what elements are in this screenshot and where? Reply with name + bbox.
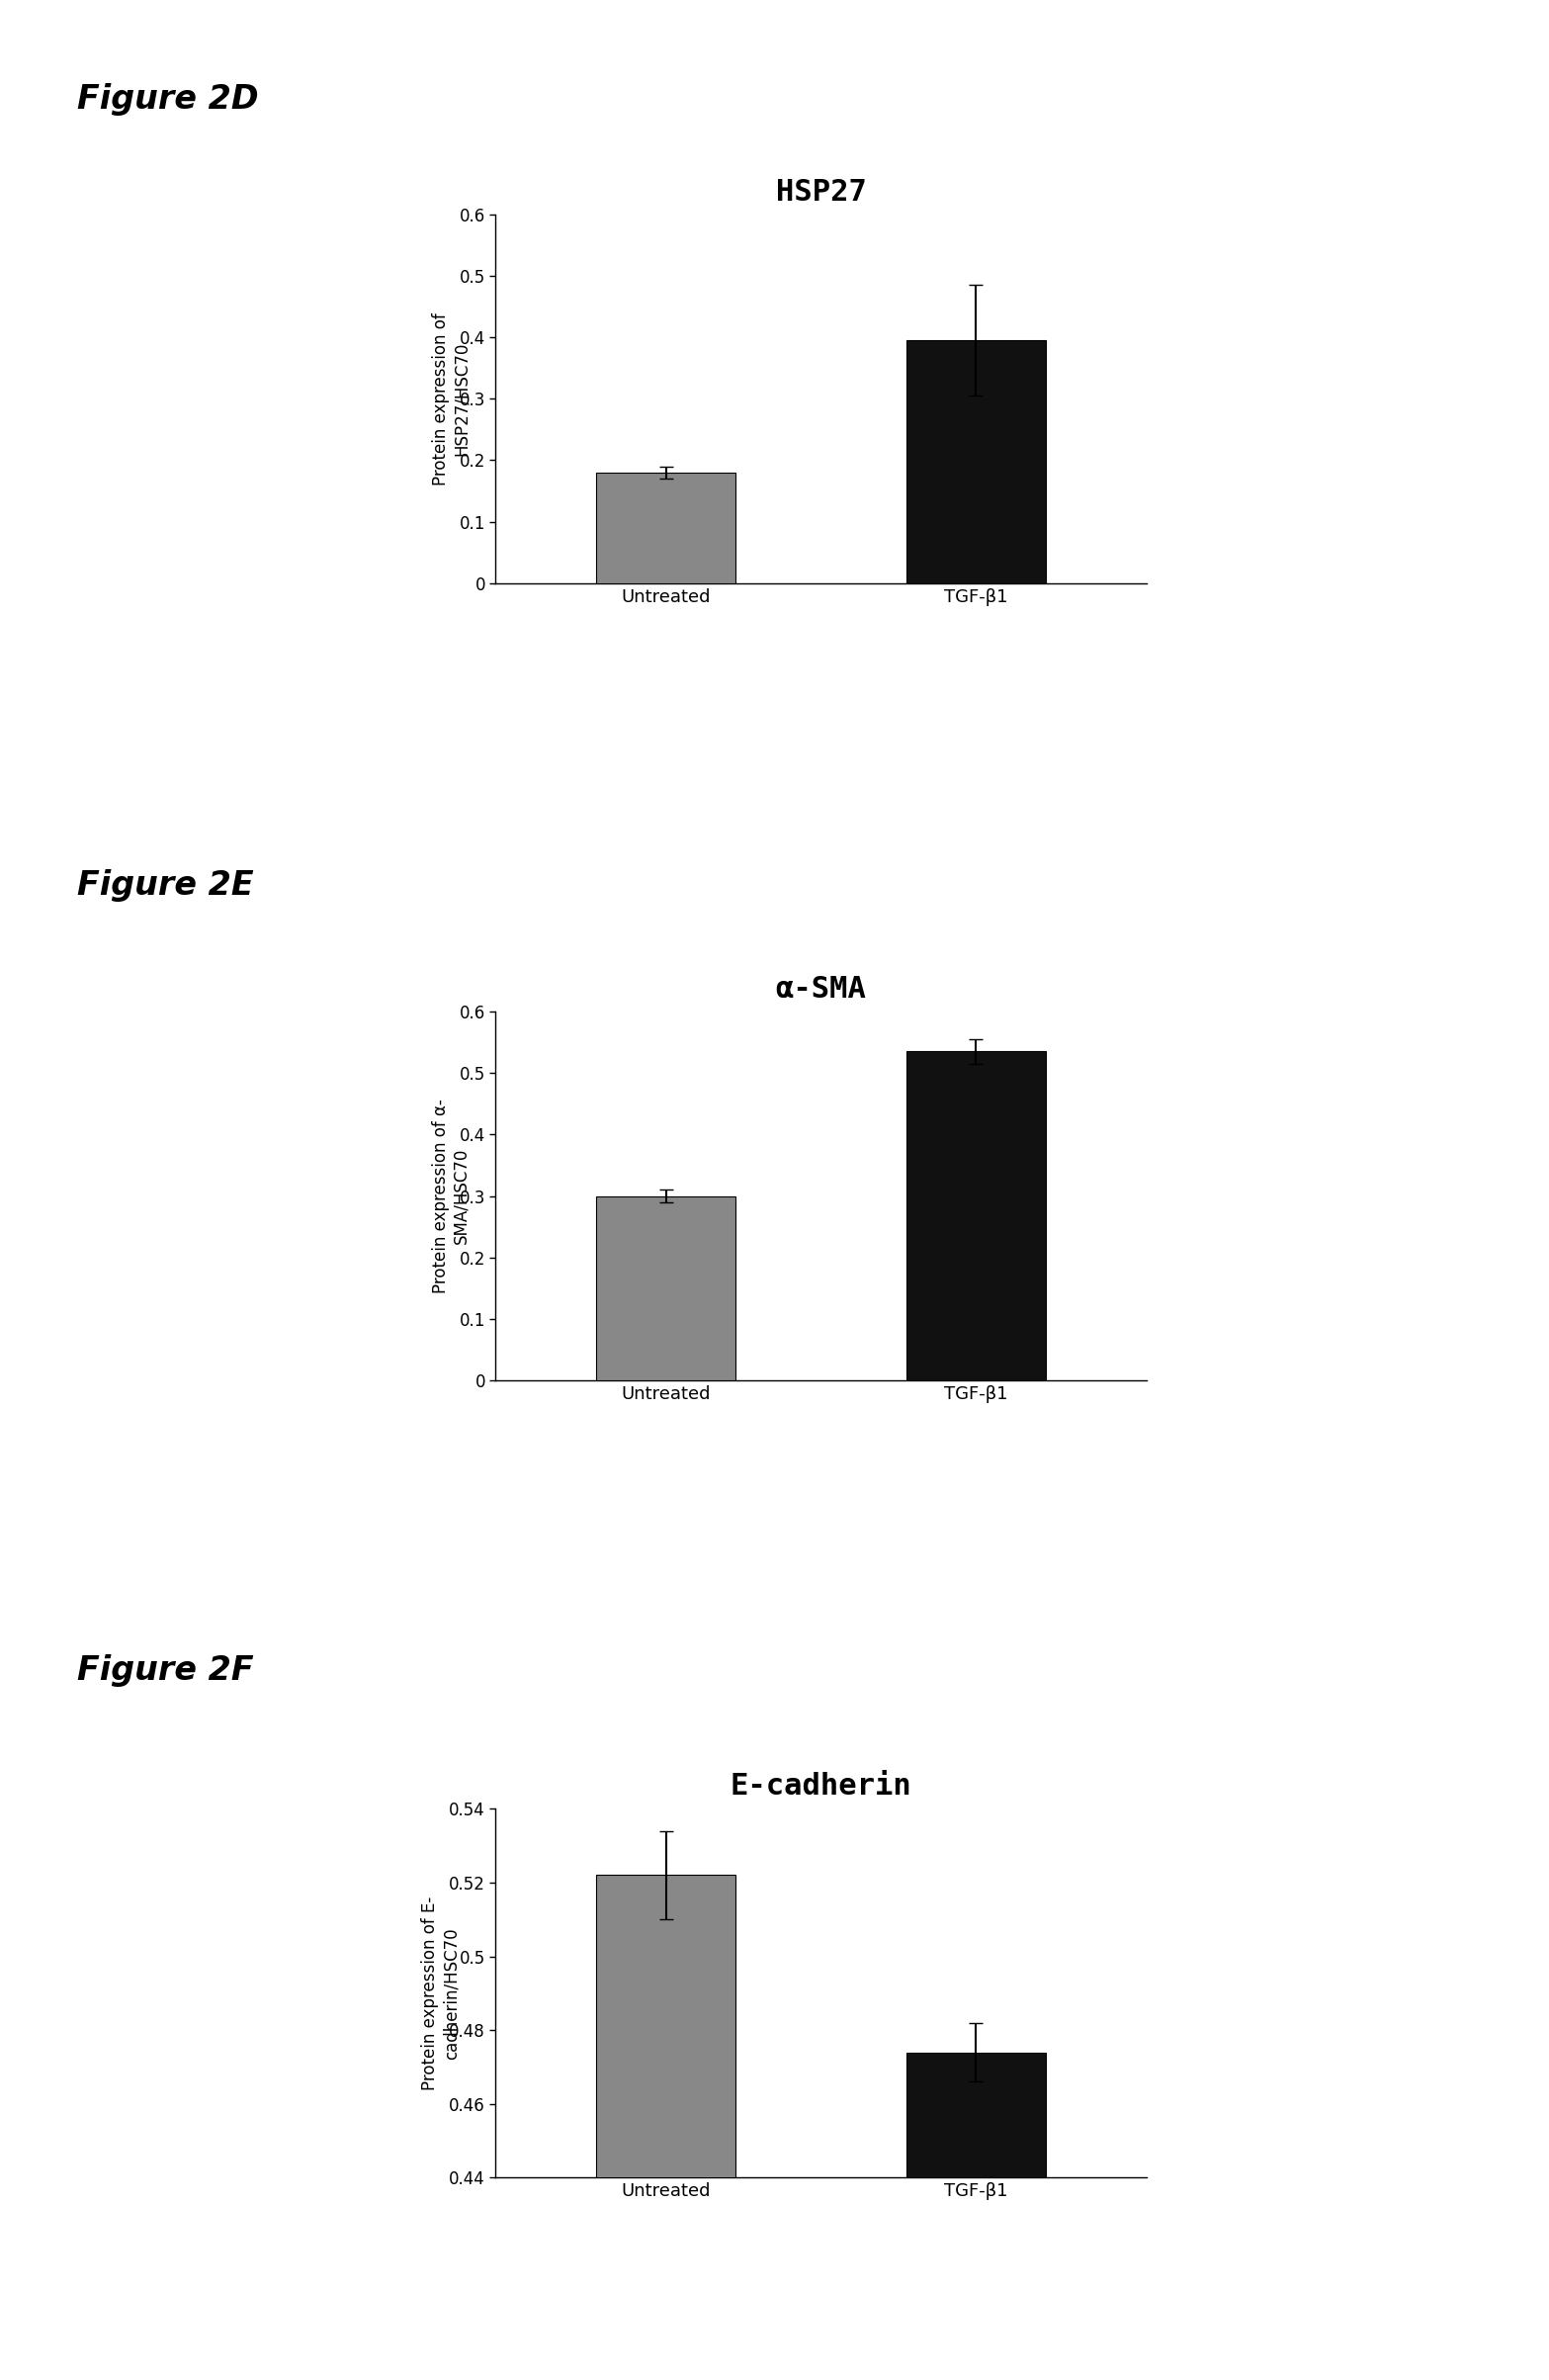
Bar bbox=[596, 1875, 736, 2380]
Bar bbox=[906, 340, 1046, 583]
Title: E-cadherin: E-cadherin bbox=[730, 1773, 912, 1802]
Text: Figure 2D: Figure 2D bbox=[77, 83, 259, 117]
Bar bbox=[906, 1052, 1046, 1380]
Bar bbox=[906, 2052, 1046, 2380]
Bar bbox=[596, 471, 736, 583]
Y-axis label: Protein expression of E-
cadherin/HSC70: Protein expression of E- cadherin/HSC70 bbox=[421, 1897, 460, 2090]
Title: α-SMA: α-SMA bbox=[776, 976, 866, 1004]
Y-axis label: Protein expression of α-
SMA/HSC70: Protein expression of α- SMA/HSC70 bbox=[432, 1100, 471, 1292]
Text: Figure 2E: Figure 2E bbox=[77, 869, 254, 902]
Y-axis label: Protein expression of
HSP27/HSC70: Protein expression of HSP27/HSC70 bbox=[432, 312, 471, 486]
Title: HSP27: HSP27 bbox=[776, 178, 866, 207]
Bar bbox=[596, 1197, 736, 1380]
Text: Figure 2F: Figure 2F bbox=[77, 1654, 254, 1687]
